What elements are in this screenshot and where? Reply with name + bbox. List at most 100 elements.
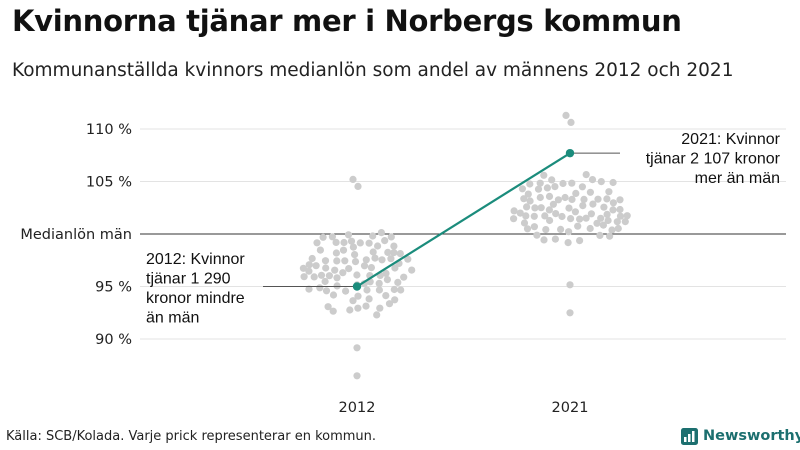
municipality-dot-2021	[552, 210, 560, 218]
municipality-dot-2021	[605, 188, 613, 196]
municipality-dot-2012	[384, 248, 392, 256]
y-tick-label: 105 %	[86, 175, 132, 191]
municipality-dot-2012	[400, 273, 408, 281]
municipality-dot-2012	[300, 273, 308, 281]
municipality-dot-2021	[562, 111, 570, 119]
municipality-dot-2021	[616, 205, 624, 214]
municipality-dot-2021	[549, 200, 558, 208]
municipality-dot-2012	[342, 287, 350, 295]
municipality-dot-2012	[353, 372, 361, 380]
municipality-dot-2012	[333, 257, 341, 265]
municipality-dot-2012	[322, 287, 331, 295]
municipality-dot-2021	[589, 200, 597, 208]
municipality-dot-2012	[339, 269, 347, 277]
municipality-dot-2012	[344, 231, 353, 239]
municipality-dot-2021	[596, 231, 604, 239]
municipality-dot-2012	[340, 238, 348, 247]
municipality-dot-2021	[554, 196, 563, 204]
municipality-dot-2012	[387, 255, 395, 263]
municipality-dot-2012	[317, 271, 326, 279]
municipality-dot-2021	[534, 185, 543, 193]
municipality-dot-2012	[378, 256, 386, 264]
municipality-dot-2021	[545, 206, 554, 214]
municipality-dot-2021	[542, 226, 550, 234]
municipality-dot-2021	[564, 239, 572, 247]
municipality-dot-2021	[572, 189, 580, 197]
municipality-dot-2012	[385, 300, 394, 308]
municipality-dot-2012	[305, 261, 313, 269]
annotation-line: 2012: Kvinnor	[146, 251, 245, 268]
municipality-dot-2012	[313, 239, 321, 247]
annotation-line: än män	[146, 310, 199, 327]
municipality-dot-2021	[522, 212, 530, 220]
municipality-dot-2021	[543, 184, 552, 192]
municipality-dot-2021	[603, 210, 611, 218]
municipality-dot-2021	[597, 214, 605, 222]
municipality-dot-2012	[353, 344, 361, 352]
municipality-dot-2012	[346, 306, 354, 314]
municipality-dot-2021	[616, 196, 624, 204]
municipality-dot-2021	[533, 231, 541, 239]
annotation-line: kronor mindre	[146, 290, 245, 307]
municipality-dot-2012	[325, 272, 333, 280]
municipality-dot-2012	[312, 262, 320, 270]
municipality-dot-2012	[382, 292, 390, 300]
municipality-dot-2021	[551, 235, 560, 243]
municipality-dot-2012	[351, 258, 360, 266]
municipality-dot-2021	[579, 202, 587, 210]
municipality-dot-2021	[597, 178, 605, 186]
municipality-dot-2021	[582, 214, 590, 222]
annotation-leaders	[263, 152, 620, 287]
municipality-dot-2012	[376, 304, 384, 312]
municipality-dot-2012	[363, 286, 371, 294]
municipality-dot-2021	[551, 183, 559, 191]
municipality-dot-2012	[381, 237, 389, 245]
municipality-dot-2012	[356, 239, 364, 247]
municipality-dot-2021	[523, 203, 531, 211]
municipality-dot-2012	[391, 264, 399, 272]
municipality-dot-2012	[390, 285, 398, 294]
annotation-line: 2021: Kvinnor	[681, 131, 780, 148]
municipality-dot-2012	[332, 238, 340, 246]
newsworthy-logo-text: Newsworthy	[703, 428, 800, 444]
municipality-dot-2021	[578, 183, 587, 191]
municipality-dot-2012	[316, 284, 324, 292]
municipality-dot-2012	[365, 295, 373, 303]
municipality-dot-2021	[613, 218, 621, 226]
municipality-dot-2012	[365, 239, 373, 247]
municipality-dot-2021	[540, 171, 548, 179]
municipality-dot-2012	[333, 274, 341, 282]
municipality-dot-2021	[588, 176, 597, 184]
municipality-dot-2021	[536, 193, 544, 202]
municipality-dots	[299, 111, 631, 380]
municipality-dot-2021	[520, 195, 528, 203]
municipality-dot-2021	[566, 309, 574, 317]
municipality-dot-2012	[308, 254, 316, 263]
municipality-dot-2021	[603, 195, 611, 203]
municipality-dot-2012	[362, 302, 370, 310]
municipality-dot-2012	[375, 286, 383, 294]
municipality-dot-2012	[329, 307, 337, 315]
annotations: 2012: Kvinnor tjänar 1 290 kronor mindre än…	[146, 131, 781, 327]
municipality-dot-2012	[349, 243, 357, 251]
municipality-dot-2012	[341, 257, 349, 265]
municipality-dot-2021	[561, 193, 569, 202]
municipality-dot-2012	[353, 271, 361, 279]
municipality-dot-2012	[331, 266, 339, 274]
municipality-dot-2021	[593, 219, 601, 227]
y-tick-label: 95 %	[95, 280, 132, 296]
municipality-dot-2012	[328, 233, 336, 241]
municipality-dot-2012	[347, 237, 356, 245]
municipality-dot-2021	[576, 237, 584, 245]
municipality-dot-2021	[530, 212, 538, 220]
municipality-dot-2021	[520, 219, 529, 227]
municipality-dot-2021	[623, 212, 631, 220]
municipality-dot-2012	[321, 257, 330, 265]
x-tick-label-2012: 2012	[339, 400, 376, 416]
municipality-dot-2012	[329, 291, 338, 299]
municipality-dot-2021	[559, 179, 567, 188]
municipality-dot-2012	[354, 304, 362, 312]
municipality-dot-2021	[516, 209, 524, 217]
y-tick-label: 110 %	[86, 122, 132, 138]
